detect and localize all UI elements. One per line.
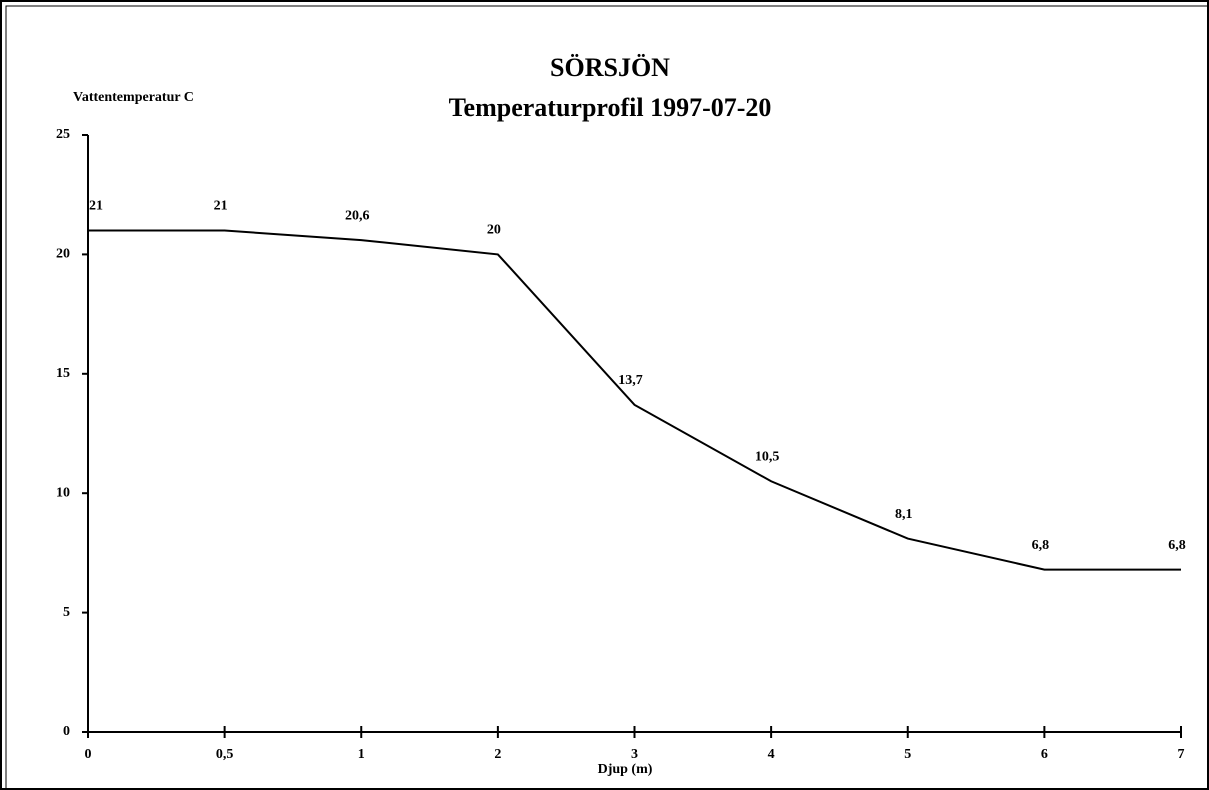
inner-frame [5,5,1209,790]
x-tick-label: 4 [768,747,775,762]
data-label: 21 [214,199,228,214]
y-axis-label: Vattentemperatur C [73,90,194,105]
data-label: 6,8 [1032,538,1050,553]
x-tick-label: 7 [1178,747,1185,762]
line [88,229,1181,571]
y-tick-label: 5 [63,605,70,620]
y-tick-label: 25 [56,127,70,142]
chart-title: SÖRSJÖN [550,53,670,82]
data-label: 21 [89,199,103,214]
x-tick-label: 0 [85,747,92,762]
y-tick-label: 15 [56,366,70,381]
data-label: 13,7 [618,373,643,388]
x-tick-label: 6 [1041,747,1048,762]
data-label: 10,5 [755,449,780,464]
y-tick-label: 10 [56,485,70,500]
data-label: 20 [487,223,501,238]
y-tick-label: 0 [63,724,70,739]
data-label: 8,1 [895,507,913,522]
data-label: 6,8 [1168,538,1186,553]
x-tick-label: 1 [358,747,365,762]
data-label: 20,6 [345,208,370,223]
x-tick-label: 0,5 [216,747,234,762]
x-tick-label: 3 [631,747,638,762]
chart-subtitle: Temperaturprofil 1997-07-20 [449,93,772,122]
x-tick-label: 5 [904,747,911,762]
x-tick-label: 2 [494,747,501,762]
y-tick-label: 20 [56,247,70,262]
x-axis-label: Djup (m) [598,762,653,777]
